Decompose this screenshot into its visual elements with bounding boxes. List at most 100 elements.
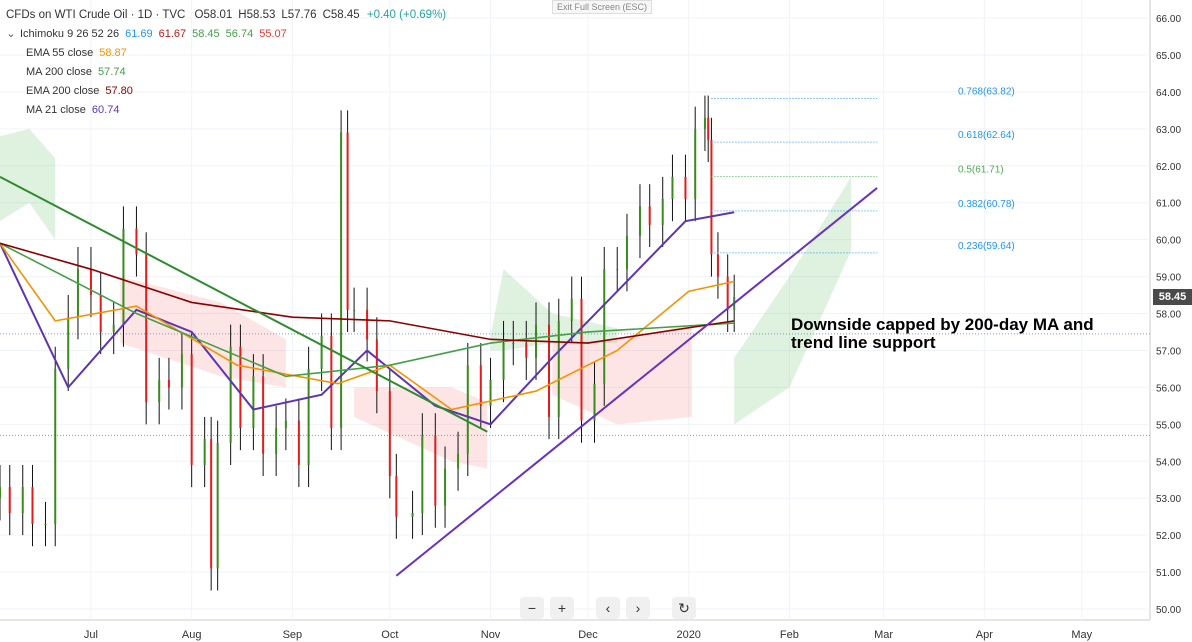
candle xyxy=(229,324,232,465)
candle xyxy=(570,276,573,344)
chart-annotation: Downside capped by 200-day MA and trend … xyxy=(791,316,1094,352)
zoom-out-button[interactable]: − xyxy=(520,597,544,619)
candle-body xyxy=(366,309,369,340)
candle xyxy=(603,247,606,406)
indicator-row[interactable]: EMA 200 close 57.80 xyxy=(6,82,446,101)
candle-body xyxy=(54,368,57,525)
candle-body xyxy=(158,379,161,403)
candle xyxy=(580,276,583,443)
candle-body xyxy=(580,298,583,421)
candle-body xyxy=(548,324,551,417)
candle xyxy=(0,464,1,521)
scroll-left-button[interactable]: ‹ xyxy=(596,597,620,619)
candle-body xyxy=(44,524,47,526)
candle xyxy=(593,361,596,443)
time-tick-label: Dec xyxy=(578,629,598,641)
candle xyxy=(479,343,482,429)
indicator-row[interactable]: ⌄ Ichimoku 9 26 52 26 61.69 61.67 58.45 56.74… xyxy=(6,25,446,44)
candle-body xyxy=(661,198,664,225)
reset-chart-button[interactable]: ↻ xyxy=(672,597,696,619)
price-tick-label: 66.00 xyxy=(1156,14,1181,25)
time-tick-label: Feb xyxy=(780,629,799,641)
indicator-row[interactable]: EMA 55 close 58.87 xyxy=(6,44,446,63)
candle-body xyxy=(262,376,265,454)
candle-body xyxy=(616,269,619,271)
indicator-value: 55.07 xyxy=(259,28,287,40)
candle-body xyxy=(76,269,79,318)
ohlc-h: H58.53 xyxy=(238,9,276,21)
candle xyxy=(703,95,706,151)
candle-body xyxy=(716,254,719,277)
candle xyxy=(502,320,505,403)
candle xyxy=(203,416,206,488)
candle xyxy=(190,331,193,488)
indicator-value: 57.74 xyxy=(98,66,126,78)
candle xyxy=(353,287,356,332)
candle xyxy=(661,176,664,248)
time-tick-label: Jul xyxy=(84,629,98,641)
candle-body xyxy=(229,346,232,443)
candle xyxy=(388,368,391,499)
candle xyxy=(707,95,710,163)
cloud-band xyxy=(0,128,56,240)
indicator-name: EMA 55 close xyxy=(26,47,94,59)
candle xyxy=(716,232,719,299)
ohlc-o: O58.01 xyxy=(194,9,233,21)
candle-body xyxy=(421,435,424,513)
price-tick-label: 55.00 xyxy=(1156,420,1181,431)
candle-body xyxy=(180,354,183,388)
ichimoku-cloud xyxy=(0,128,852,469)
price-axis xyxy=(1150,0,1192,642)
price-tick-label: 53.00 xyxy=(1156,494,1181,505)
time-tick-label: Apr xyxy=(976,629,993,641)
cloud-band xyxy=(552,324,692,425)
annotation-line-1: Downside capped by 200-day MA and xyxy=(791,315,1094,334)
candle-body xyxy=(694,128,697,199)
candle xyxy=(346,110,349,332)
candle xyxy=(444,446,447,528)
ma-line-ma-21-close xyxy=(0,211,735,426)
fib-level-label: 0.382(60.78) xyxy=(958,199,1015,210)
candle-body xyxy=(297,420,300,465)
candle xyxy=(726,254,729,332)
ohlc-c: C58.45 xyxy=(322,9,360,21)
price-tick-label: 57.00 xyxy=(1156,346,1181,357)
candle-body xyxy=(593,383,596,421)
indicator-row[interactable]: MA 21 close 60.74 xyxy=(6,101,446,120)
candle xyxy=(210,416,213,591)
symbol-header: CFDs on WTI Crude Oil · 1D · TVC O58.01 H… xyxy=(6,6,446,25)
candle xyxy=(694,106,697,222)
candle xyxy=(525,320,528,380)
exit-fullscreen-button[interactable]: Exit Full Screen (ESC) xyxy=(552,0,653,14)
candle-body xyxy=(625,235,628,270)
candle xyxy=(239,324,242,451)
candle-body xyxy=(570,298,573,321)
candle-body xyxy=(67,317,70,369)
candle xyxy=(457,431,460,491)
indicator-name: Ichimoku 9 26 52 26 xyxy=(20,28,120,40)
candle-body xyxy=(203,439,206,465)
candle-body xyxy=(395,476,398,517)
candle xyxy=(710,117,713,277)
candle-body xyxy=(466,365,469,454)
candle xyxy=(648,184,651,248)
time-tick-label: Nov xyxy=(481,629,501,641)
candle-body xyxy=(122,228,125,325)
candle-body xyxy=(190,354,193,465)
candle-body xyxy=(603,269,606,384)
candle-body xyxy=(479,365,482,406)
collapse-icon[interactable]: ⌄ xyxy=(6,28,16,40)
scroll-right-button[interactable]: › xyxy=(626,597,650,619)
price-tick-label: 59.00 xyxy=(1156,273,1181,284)
candle xyxy=(684,154,687,222)
candle-body xyxy=(512,343,515,345)
indicator-row[interactable]: MA 200 close 57.74 xyxy=(6,63,446,82)
candle-body xyxy=(671,176,674,199)
price-change: +0.40 (+0.69%) xyxy=(366,9,447,21)
candle xyxy=(284,398,287,451)
zoom-in-button[interactable]: + xyxy=(550,597,574,619)
candle xyxy=(297,398,300,488)
price-tick-label: 60.00 xyxy=(1156,236,1181,247)
time-tick-label: Oct xyxy=(381,629,398,641)
